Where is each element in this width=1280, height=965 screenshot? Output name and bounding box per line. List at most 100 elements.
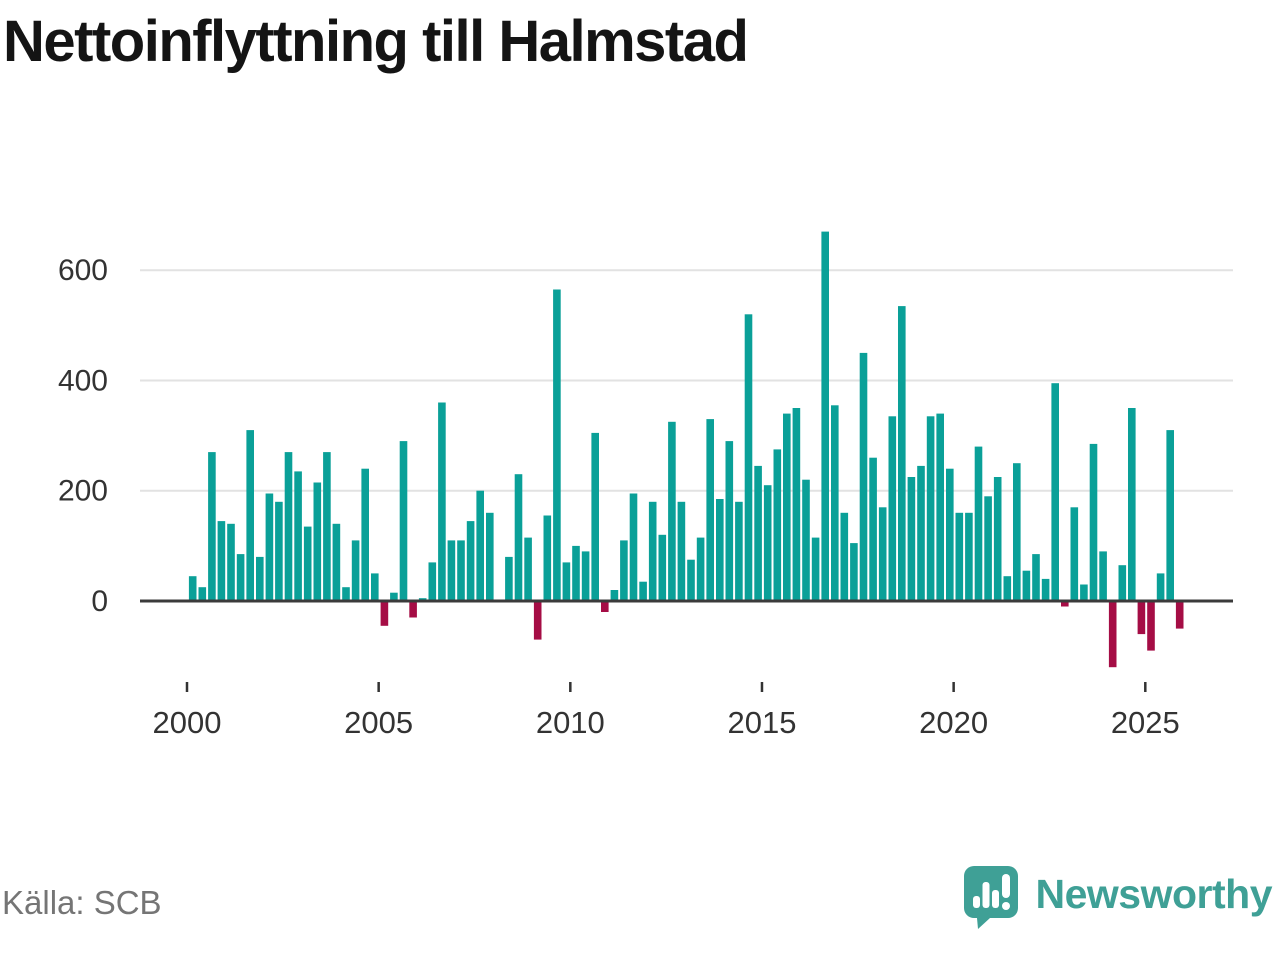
bar-2012q4 bbox=[677, 501, 686, 601]
bar-2008q3 bbox=[514, 474, 523, 601]
bar-2022q3 bbox=[1051, 383, 1059, 601]
bar-2010q3 bbox=[591, 432, 599, 601]
y-tick-label: 600 bbox=[58, 254, 108, 287]
bar-2004q3 bbox=[361, 468, 369, 601]
bar-2004q2 bbox=[351, 540, 360, 601]
bar-2013q2 bbox=[696, 537, 705, 601]
bar-2002q4 bbox=[294, 471, 302, 601]
bar-2024q4 bbox=[1137, 601, 1146, 635]
bar-2002q1 bbox=[265, 493, 274, 601]
bar-2014q1 bbox=[725, 441, 734, 601]
page-title: Nettoinflyttning till Halmstad bbox=[3, 9, 749, 74]
bar-2024q1 bbox=[1108, 601, 1117, 668]
bar-2024q3 bbox=[1128, 408, 1136, 601]
bar-2025q1 bbox=[1147, 601, 1155, 651]
x-axis-ticks: 2000 2005 2010 2015 2020 2025 bbox=[153, 682, 1180, 740]
source-note: Källa: SCB bbox=[2, 884, 162, 921]
y-axis-labels: 0 200 400 600 bbox=[58, 254, 108, 618]
bar-2007q2 bbox=[466, 521, 475, 601]
bar-2001q2 bbox=[236, 554, 245, 601]
bar-2009q3 bbox=[553, 289, 561, 601]
bar-2012q3 bbox=[668, 421, 676, 601]
bar-2003q3 bbox=[323, 452, 331, 601]
bar-2004q4 bbox=[371, 573, 379, 601]
bar-2015q1 bbox=[763, 485, 772, 601]
bar-2017q1 bbox=[840, 512, 849, 601]
bar-2025q4 bbox=[1175, 601, 1184, 629]
x-axis-line bbox=[140, 599, 1233, 603]
bar-2019q4 bbox=[946, 468, 954, 601]
x-tick-label: 2010 bbox=[536, 705, 605, 740]
bar-2007q1 bbox=[457, 540, 465, 601]
bar-2018q2 bbox=[888, 416, 897, 601]
exclamation-dot bbox=[1001, 902, 1010, 910]
bar-2022q2 bbox=[1041, 578, 1050, 601]
bar-2017q2 bbox=[850, 543, 858, 601]
bar-2014q3 bbox=[744, 314, 753, 601]
bar-2016q3 bbox=[821, 231, 829, 601]
bar-2018q4 bbox=[907, 477, 916, 601]
bar-2017q4 bbox=[869, 457, 877, 601]
x-tick-mark bbox=[569, 682, 572, 692]
speech-bubble-shape bbox=[963, 866, 1018, 929]
x-tick-label: 2000 bbox=[153, 705, 222, 740]
bar-2000q2 bbox=[198, 587, 207, 601]
bar-2011q2 bbox=[620, 540, 628, 601]
bar-2002q3 bbox=[284, 452, 293, 601]
bar-2009q1 bbox=[533, 601, 542, 640]
bar-2021q1 bbox=[993, 477, 1002, 601]
bar-2012q2 bbox=[658, 534, 667, 601]
bar-2011q4 bbox=[639, 581, 647, 601]
mini-barchart-glyph bbox=[972, 874, 1010, 910]
y-tick-label: 400 bbox=[58, 364, 108, 397]
bar-2018q3 bbox=[898, 306, 906, 601]
x-tick-mark bbox=[760, 682, 764, 692]
x-tick-mark bbox=[952, 682, 955, 692]
newsworthy-bubble-icon bbox=[963, 866, 1018, 929]
newsworthy-logo: Newsworthy bbox=[960, 858, 1272, 930]
bar-2025q3 bbox=[1166, 430, 1174, 601]
bar-2003q2 bbox=[313, 482, 322, 601]
bar-2011q3 bbox=[629, 493, 638, 601]
bar-2009q2 bbox=[543, 515, 552, 601]
x-tick-label: 2005 bbox=[344, 705, 413, 740]
bar-2005q1 bbox=[380, 601, 389, 626]
bar-2016q2 bbox=[811, 537, 820, 601]
bar-2010q2 bbox=[581, 551, 590, 601]
bars bbox=[188, 231, 1184, 668]
bar-2005q4 bbox=[409, 601, 417, 618]
x-tick-mark bbox=[185, 682, 189, 692]
bar-2000q4 bbox=[217, 521, 226, 601]
bar-2001q1 bbox=[227, 523, 235, 601]
bar-2007q4 bbox=[486, 512, 494, 601]
bar-2007q3 bbox=[476, 490, 484, 601]
bar-2015q2 bbox=[773, 449, 782, 601]
bar-2025q2 bbox=[1156, 573, 1165, 601]
y-tick-label: 0 bbox=[91, 585, 108, 618]
bar-2022q4 bbox=[1061, 601, 1069, 607]
y-tick-label: 200 bbox=[58, 475, 108, 508]
bar-2015q3 bbox=[783, 413, 791, 601]
bar-2001q3 bbox=[246, 430, 254, 601]
bar-2008q2 bbox=[505, 556, 513, 601]
bar-2009q4 bbox=[562, 562, 571, 601]
bar-2005q3 bbox=[399, 441, 408, 601]
bar-2000q3 bbox=[208, 452, 216, 601]
x-tick-label: 2025 bbox=[1111, 705, 1180, 740]
bar-2004q1 bbox=[342, 587, 350, 601]
x-tick-label: 2015 bbox=[727, 705, 796, 740]
bar-2019q2 bbox=[926, 416, 935, 601]
bar-2024q2 bbox=[1118, 565, 1127, 601]
bar-2019q3 bbox=[936, 413, 944, 601]
bar-2006q4 bbox=[447, 540, 456, 601]
bar-2010q4 bbox=[601, 601, 609, 612]
bar-2016q1 bbox=[802, 479, 810, 601]
bar-2013q1 bbox=[687, 559, 695, 601]
bar-2016q4 bbox=[831, 405, 839, 601]
bar-2013q4 bbox=[716, 499, 724, 601]
bar-2015q4 bbox=[792, 408, 801, 601]
bar-2020q1 bbox=[955, 512, 964, 601]
